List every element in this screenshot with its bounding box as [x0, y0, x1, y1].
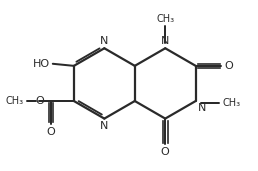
Text: N: N: [100, 36, 109, 46]
Text: CH₃: CH₃: [223, 98, 241, 108]
Text: O: O: [224, 61, 233, 71]
Text: N: N: [100, 121, 109, 131]
Text: O: O: [35, 96, 44, 106]
Text: N: N: [198, 103, 206, 113]
Text: CH₃: CH₃: [5, 96, 23, 106]
Text: N: N: [161, 36, 170, 46]
Text: O: O: [161, 147, 170, 157]
Text: O: O: [47, 127, 55, 137]
Text: CH₃: CH₃: [156, 14, 174, 24]
Text: HO: HO: [33, 59, 50, 69]
